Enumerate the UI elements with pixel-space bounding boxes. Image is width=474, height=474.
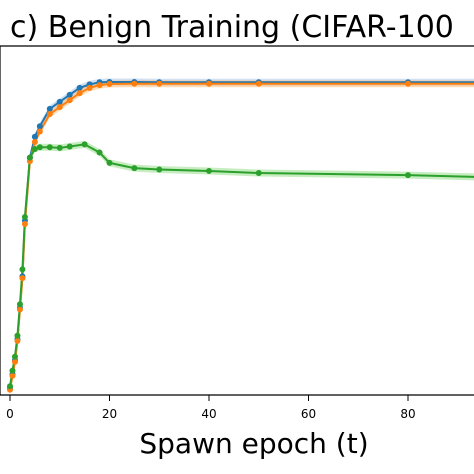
series-2-point-17	[156, 166, 163, 173]
series-1-point-4	[16, 306, 23, 313]
series-0-line	[9, 80, 474, 389]
series-1-point-14	[86, 84, 93, 91]
series-2-point-12	[66, 143, 73, 150]
series-0-point-10	[46, 105, 53, 112]
x-tick-label-2: 40	[201, 407, 216, 421]
series-2-band	[10, 140, 474, 390]
x-tick-label-4: 80	[400, 407, 415, 421]
series-1-point-3	[14, 337, 21, 344]
series-1-point-6	[21, 220, 28, 227]
series-2-point-11	[56, 144, 63, 151]
series-0-point-8	[31, 133, 38, 140]
series-2-point-19	[255, 170, 262, 177]
confidence-bands	[10, 78, 474, 394]
series-1-point-5	[19, 275, 26, 282]
series-1-point-18	[156, 80, 163, 87]
series-1-point-16	[106, 81, 113, 88]
series-1-point-13	[76, 90, 83, 97]
series-0-band	[10, 78, 474, 392]
series-1-point-17	[131, 80, 138, 87]
chart-title: c) Benign Training (CIFAR-100	[10, 10, 454, 45]
series-2-point-14	[96, 149, 103, 156]
series-2-point-6	[21, 214, 28, 221]
series-0-point-9	[36, 123, 43, 130]
series-2-point-18	[206, 167, 212, 174]
series-2-point-7	[26, 154, 33, 161]
series-2-point-5	[19, 266, 26, 273]
x-tick-label-1: 20	[102, 407, 117, 421]
series-1-point-1	[9, 372, 16, 379]
series-lines	[9, 80, 474, 390]
series-1-point-2	[11, 358, 18, 365]
series-1-point-20	[255, 80, 262, 87]
series-2-point-9	[36, 144, 43, 151]
series-2-point-2	[11, 353, 18, 360]
series-2-point-20	[405, 172, 411, 179]
series-2-point-10	[46, 144, 53, 151]
series-1-point-8	[31, 138, 38, 145]
series-1-point-19	[206, 80, 212, 87]
series-points	[7, 78, 411, 393]
series-2-point-13	[81, 141, 88, 148]
series-1-point-15	[96, 82, 103, 89]
series-2-point-1	[9, 367, 16, 374]
series-1-point-21	[405, 80, 411, 87]
x-tick-label-3: 60	[301, 407, 316, 421]
series-1-point-9	[36, 128, 43, 135]
series-1-point-12	[66, 97, 73, 104]
series-1-line	[9, 82, 474, 390]
series-1-point-10	[46, 111, 53, 118]
x-axis-label: Spawn epoch (t)	[139, 427, 368, 460]
x-tick-label-0: 0	[6, 407, 14, 421]
series-0-point-13	[76, 84, 83, 91]
x-ticks: 0 20 40 60 80	[6, 395, 416, 421]
series-2-point-15	[106, 159, 113, 166]
series-0-point-11	[56, 98, 63, 105]
series-2-point-3	[14, 332, 21, 339]
series-2-line	[9, 143, 474, 387]
series-1-point-11	[56, 104, 63, 111]
series-2-point-4	[16, 301, 23, 308]
series-2-point-0	[7, 383, 13, 390]
series-0-point-12	[66, 91, 73, 98]
series-1-band	[10, 80, 474, 394]
series-2-point-16	[131, 165, 138, 172]
series-2-point-8	[31, 145, 38, 152]
